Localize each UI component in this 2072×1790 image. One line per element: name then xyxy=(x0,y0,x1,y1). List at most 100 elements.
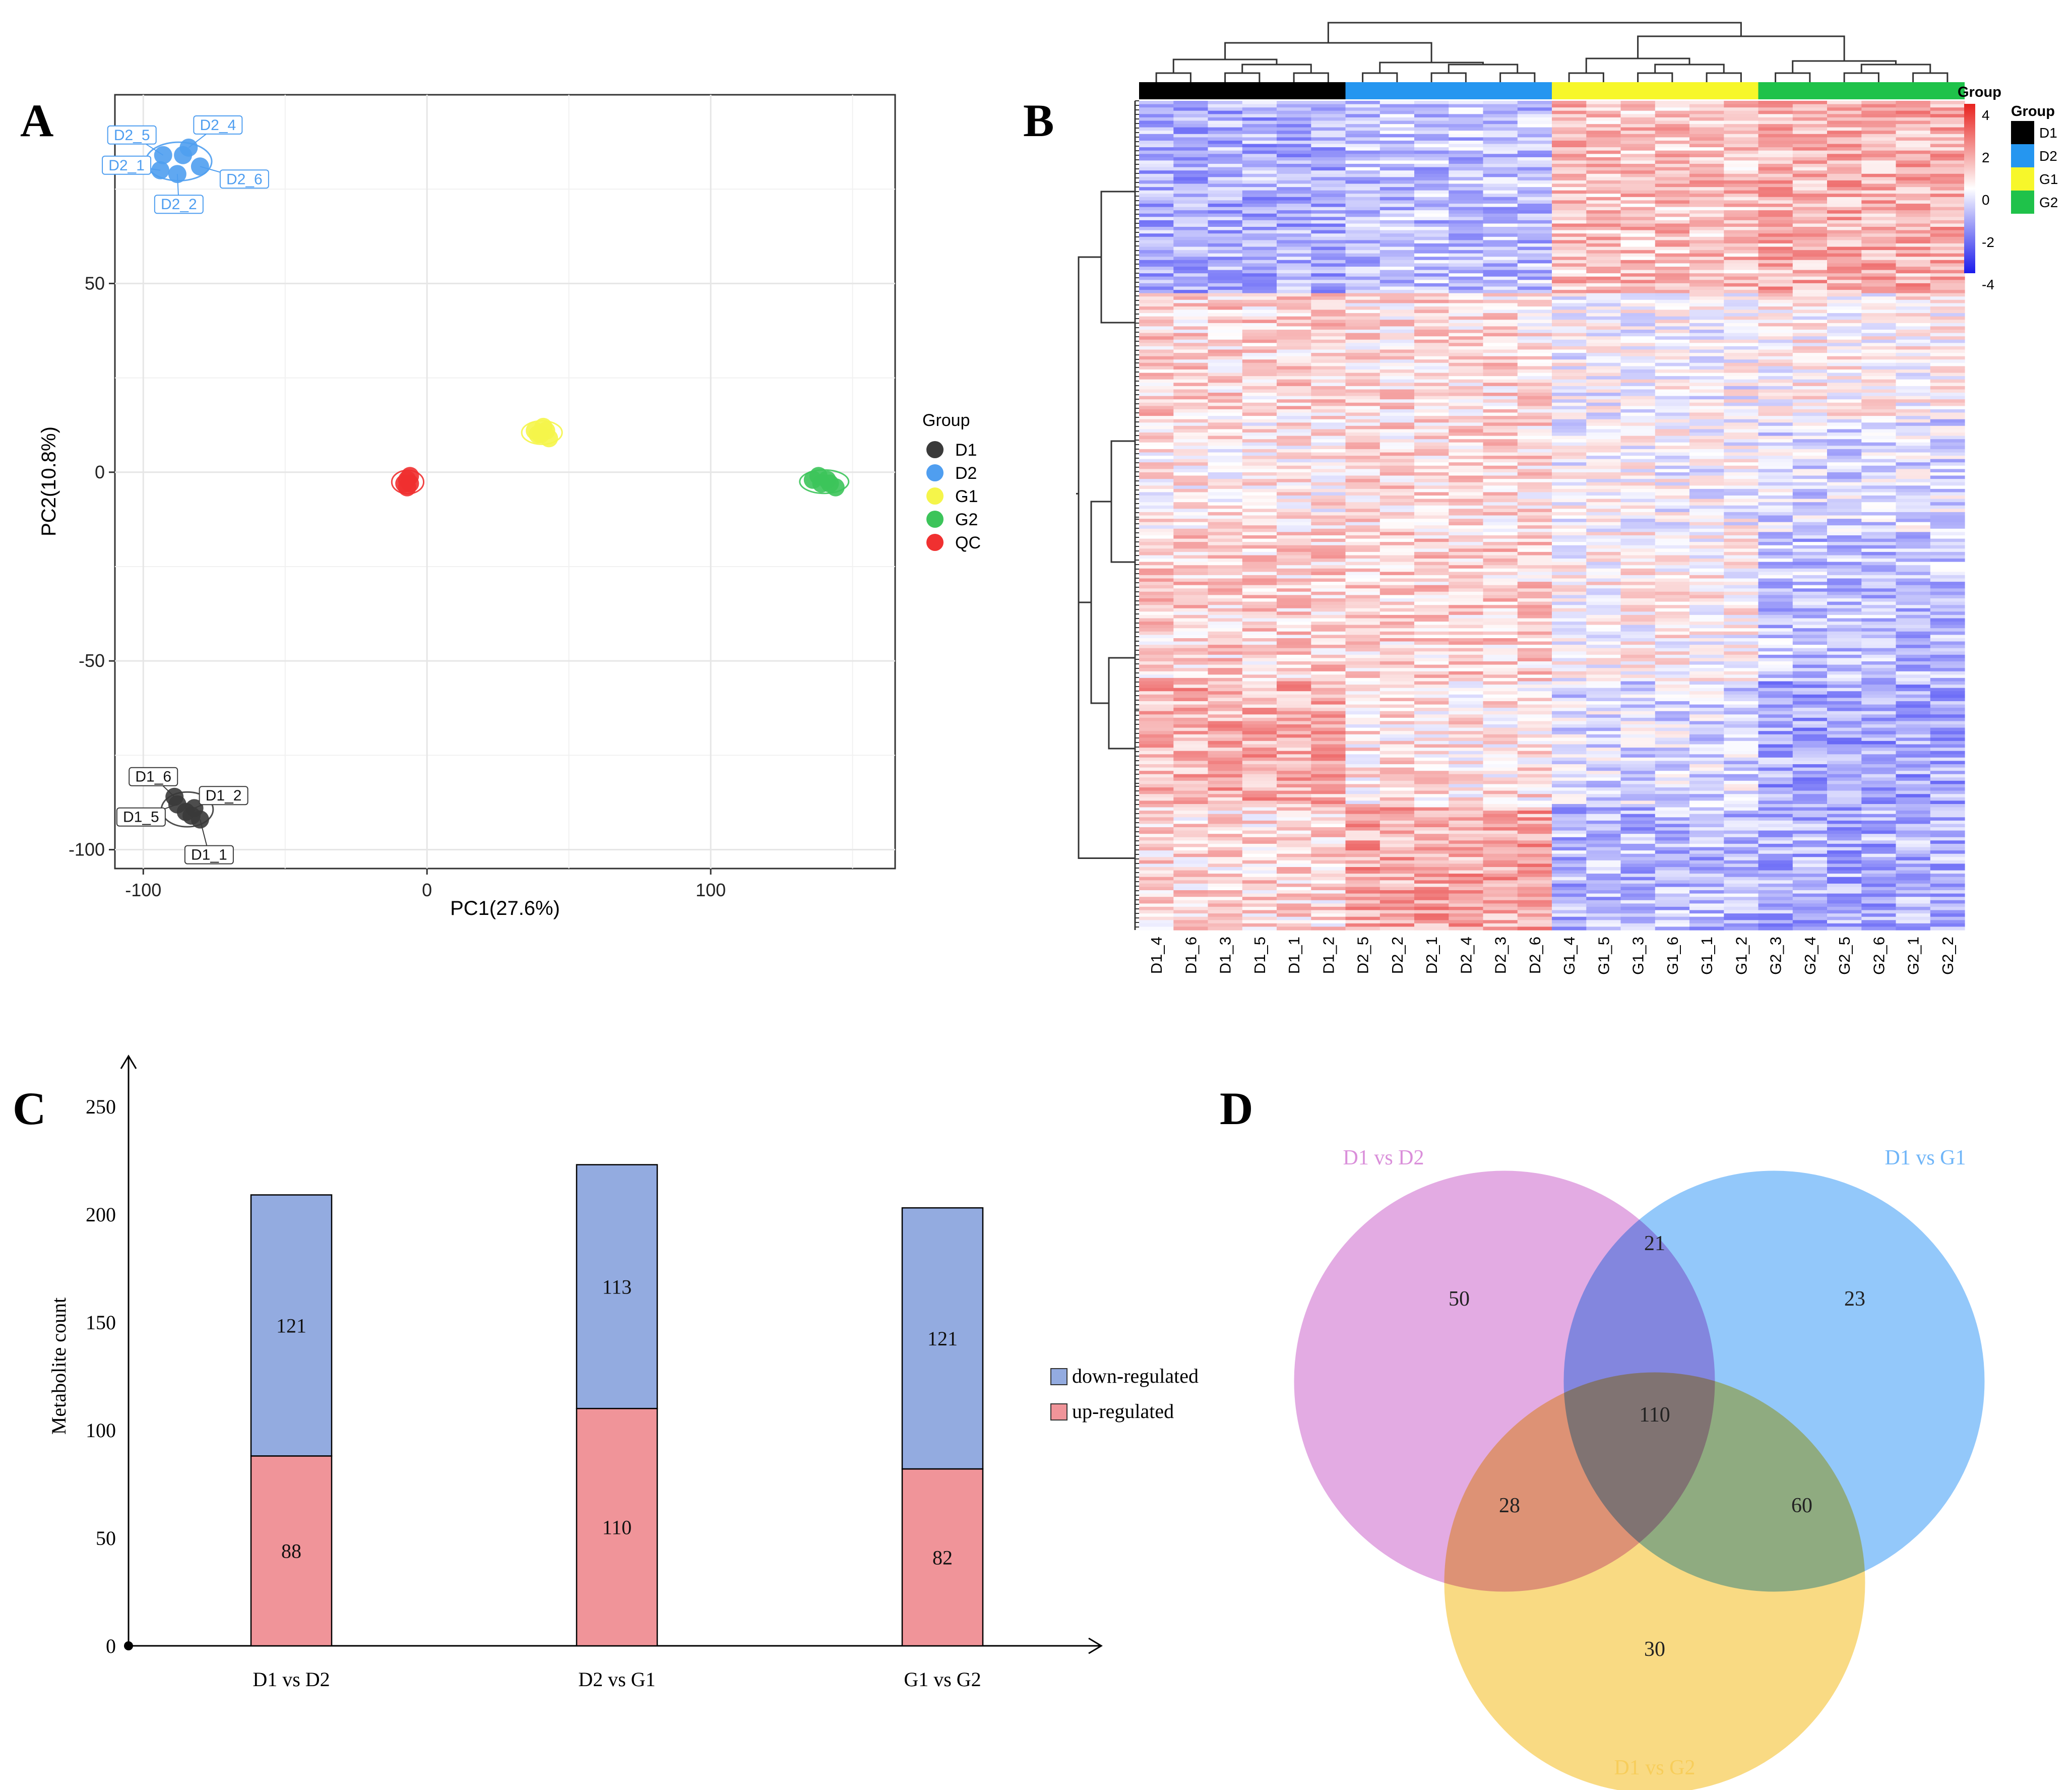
heatmap-cell xyxy=(1379,694,1415,698)
heatmap-cell xyxy=(1517,160,1552,164)
heatmap-cell xyxy=(1345,313,1380,317)
heatmap-cell xyxy=(1620,373,1656,377)
heatmap-cell xyxy=(1758,502,1793,506)
heatmap-cell xyxy=(1552,625,1587,629)
heatmap-cell xyxy=(1311,734,1346,738)
heatmap-cell xyxy=(1208,137,1243,141)
heatmap-cell xyxy=(1792,721,1828,725)
heatmap-cell xyxy=(1724,419,1759,423)
heatmap-cell xyxy=(1173,104,1209,108)
heatmap-cell xyxy=(1449,528,1484,532)
heatmap-cell xyxy=(1552,618,1587,622)
heatmap-cell xyxy=(1449,717,1484,722)
heatmap-cell xyxy=(1930,575,1965,579)
heatmap-cell xyxy=(1758,217,1793,221)
heatmap-cell xyxy=(1930,545,1965,549)
heatmap-cell xyxy=(1827,223,1862,227)
heatmap-cell xyxy=(1552,674,1587,678)
heatmap-cell xyxy=(1896,197,1931,201)
heatmap-cell xyxy=(1173,635,1209,639)
heatmap-cell xyxy=(1208,701,1243,705)
heatmap-cell xyxy=(1517,283,1552,287)
heatmap-cell xyxy=(1552,333,1587,337)
heatmap-cell xyxy=(1449,243,1484,248)
heatmap-cell xyxy=(1139,160,1174,164)
heatmap-cell xyxy=(1449,505,1484,509)
heatmap-cell xyxy=(1311,638,1346,642)
heatmap-cell xyxy=(1311,131,1346,135)
heatmap-cell xyxy=(1758,698,1793,702)
heatmap-cell xyxy=(1792,578,1828,582)
heatmap-cell xyxy=(1552,290,1587,294)
heatmap-cell xyxy=(1861,257,1897,261)
heatmap-cell xyxy=(1208,190,1243,194)
heatmap-cell xyxy=(1689,499,1724,503)
heatmap-cell xyxy=(1689,555,1724,559)
heatmap-cell xyxy=(1792,701,1828,705)
heatmap-cell xyxy=(1792,303,1828,307)
heatmap-cell xyxy=(1449,303,1484,307)
heatmap-cell xyxy=(1449,509,1484,513)
heatmap-cell xyxy=(1689,359,1724,363)
heatmap-cell xyxy=(1896,183,1931,188)
heatmap-cell xyxy=(1552,137,1587,141)
heatmap-cell xyxy=(1277,213,1311,217)
heatmap-cell xyxy=(1620,250,1656,254)
heatmap-cell xyxy=(1517,704,1552,708)
heatmap-cell xyxy=(1552,475,1587,479)
heatmap-cell xyxy=(1311,217,1346,221)
heatmap-cell xyxy=(1173,117,1209,121)
heatmap-cell xyxy=(1655,694,1690,698)
heatmap-cell xyxy=(1517,694,1552,698)
heatmap-cell xyxy=(1139,313,1174,317)
heatmap-cell xyxy=(1483,724,1518,728)
heatmap-cell xyxy=(1277,362,1311,366)
heatmap-cell xyxy=(1689,173,1724,177)
heatmap-cell xyxy=(1586,383,1621,387)
heatmap-cell xyxy=(1552,469,1587,473)
heatmap-cell xyxy=(1208,263,1243,267)
heatmap-cell xyxy=(1724,691,1759,695)
heatmap-cell xyxy=(1311,320,1346,324)
heatmap-cell xyxy=(1517,677,1552,682)
heatmap-cell xyxy=(1861,419,1897,423)
heatmap-cell xyxy=(1930,177,1965,181)
heatmap-cell xyxy=(1173,469,1209,473)
heatmap-cell xyxy=(1311,668,1346,672)
heatmap-cell xyxy=(1827,456,1862,460)
heatmap-cell xyxy=(1620,727,1656,731)
heatmap-cell xyxy=(1689,117,1724,121)
heatmap-cell xyxy=(1655,740,1690,745)
heatmap-cell xyxy=(1586,509,1621,513)
heatmap-cell xyxy=(1208,562,1243,566)
heatmap-cell xyxy=(1930,157,1965,161)
heatmap-cell xyxy=(1242,386,1277,390)
heatmap-cell xyxy=(1896,433,1931,437)
heatmap-cell xyxy=(1586,496,1621,500)
heatmap-cell xyxy=(1620,456,1656,460)
heatmap-cell xyxy=(1277,150,1311,154)
heatmap-cell xyxy=(1896,515,1931,519)
heatmap-cell xyxy=(1379,101,1415,105)
heatmap-cell xyxy=(1277,227,1311,231)
heatmap-cell xyxy=(1139,505,1174,509)
heatmap-cell xyxy=(1311,601,1346,605)
heatmap-cell xyxy=(1173,177,1209,181)
heatmap-cell xyxy=(1208,419,1243,423)
heatmap-cell xyxy=(1139,698,1174,702)
heatmap-cell xyxy=(1724,555,1759,559)
heatmap-cell xyxy=(1896,210,1931,214)
heatmap-cell xyxy=(1345,509,1380,513)
heatmap-cell xyxy=(1242,187,1277,191)
heatmap-cell xyxy=(1242,283,1277,287)
heatmap-cell xyxy=(1345,257,1380,261)
heatmap-cell xyxy=(1345,429,1380,433)
heatmap-cell xyxy=(1655,425,1690,429)
heatmap-cell xyxy=(1449,701,1484,705)
heatmap-cell xyxy=(1758,496,1793,500)
heatmap-cell xyxy=(1414,482,1449,486)
heatmap-cell xyxy=(1724,283,1759,287)
heatmap-cell xyxy=(1449,465,1484,469)
heatmap-cell xyxy=(1896,330,1931,334)
heatmap-cell xyxy=(1173,688,1209,692)
